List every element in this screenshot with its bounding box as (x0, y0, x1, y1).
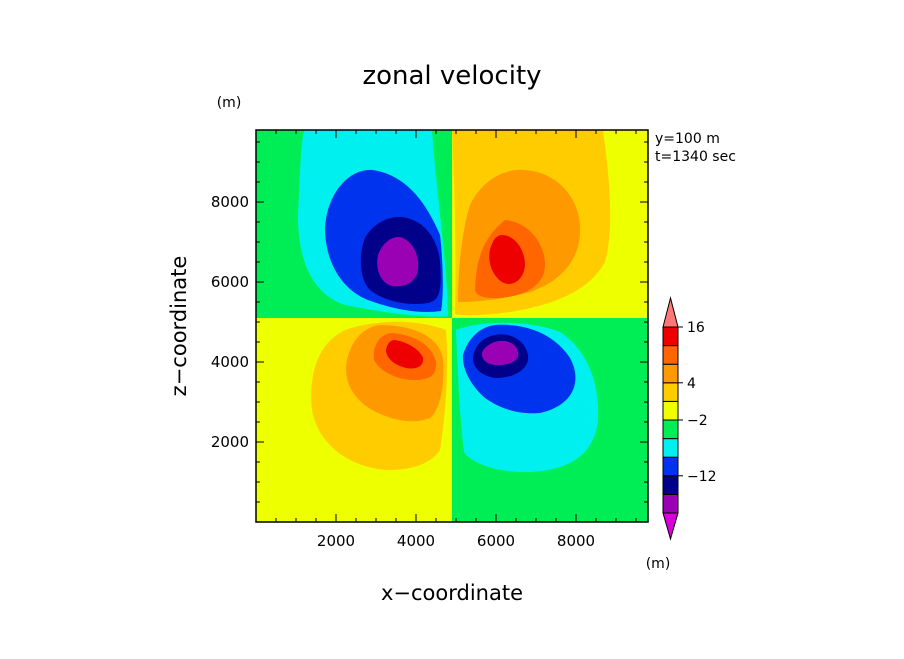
contour-purple-lr (482, 340, 519, 366)
annotation-time: t=1340 sec (655, 149, 736, 165)
y-tick-label: 2000 (211, 433, 249, 451)
y-axis: 2000 4000 6000 8000 (211, 141, 648, 503)
x-axis: 2000 4000 6000 8000 (275, 130, 637, 550)
annotation-y-position: y=100 m (655, 131, 720, 147)
y-axis-unit: (m) (217, 95, 242, 111)
colorbar-box (662, 382, 679, 402)
x-tick-label: 8000 (557, 532, 595, 550)
x-tick-label: 4000 (397, 532, 435, 550)
colorbar-box (662, 493, 679, 514)
y-tick-label: 6000 (211, 273, 249, 291)
colorbar-box (662, 345, 679, 365)
y-tick-label: 8000 (211, 193, 249, 211)
plot-area (256, 130, 648, 522)
colorbar-box (662, 456, 679, 477)
colorbar-label: −2 (687, 413, 708, 429)
contour-red-ur (489, 235, 525, 285)
colorbar-box (662, 363, 679, 384)
x-axis-label: x−coordinate (381, 581, 523, 605)
colorbar-box (662, 400, 679, 421)
contour-red-ll (386, 340, 424, 369)
plot-frame (255, 129, 649, 523)
y-tick-label: 4000 (211, 353, 249, 371)
vortex-upper-left (298, 130, 448, 317)
contour-purple-ul (377, 236, 419, 287)
colorbar-cap-low (662, 512, 679, 541)
chart-title: zonal velocity (362, 61, 541, 91)
vortex-upper-right (452, 130, 611, 316)
x-tick-label: 6000 (477, 532, 515, 550)
colorbar-label: −12 (687, 469, 717, 485)
colorbar-box (662, 326, 679, 347)
colorbar-box (662, 419, 679, 440)
colorbar-box (662, 438, 679, 458)
vortex-lower-left (311, 321, 448, 470)
colorbar-label: 4 (687, 376, 696, 392)
vortex-lower-right (456, 322, 599, 473)
colorbar-cap-high (662, 296, 679, 328)
y-axis-label: z−coordinate (167, 256, 191, 397)
colorbar-unit: (m) (646, 556, 671, 572)
colorbar: 16 4 −2 −12 (662, 296, 717, 541)
x-tick-label: 2000 (317, 532, 355, 550)
colorbar-box (662, 475, 679, 495)
colorbar-label: 16 (687, 320, 705, 336)
